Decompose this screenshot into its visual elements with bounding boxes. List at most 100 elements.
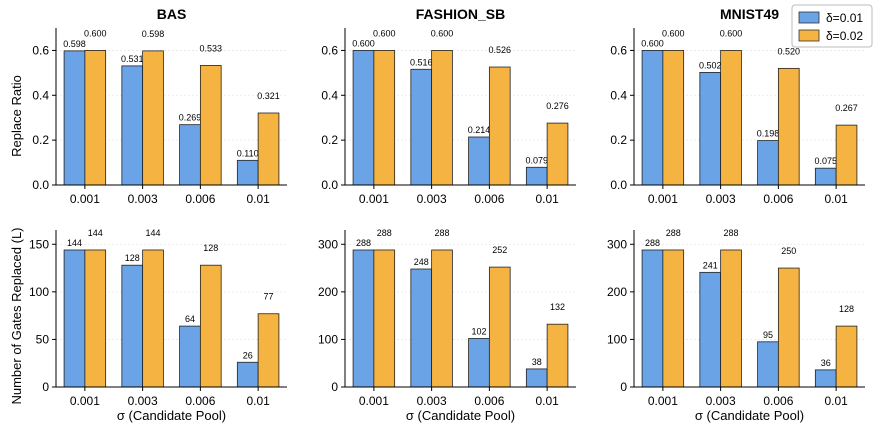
x-tick-label: 0.003 (417, 394, 447, 408)
bar-0-02-0.003 (142, 50, 164, 186)
y-tick-label: 0.2 (32, 133, 49, 147)
x-axis-label: σ (Candidate Pool) (695, 408, 804, 423)
bar-0-01-0.001 (63, 249, 86, 388)
bar-0-02-0.001 (662, 249, 685, 388)
bar-0-02-0.01 (835, 124, 858, 186)
x-tick-label: 0.001 (70, 192, 100, 206)
bar-0-02-0.006 (199, 264, 222, 388)
x-tick-label: 0.001 (648, 192, 678, 206)
bar-0-02-0.01 (257, 112, 280, 186)
data-label-0-01-0.003: 0.502 (699, 60, 722, 70)
data-label-0-01-0.003: 241 (703, 260, 718, 270)
data-label-0-01-0.001: 288 (356, 238, 371, 248)
data-label-0-01-0.001: 0.600 (641, 38, 664, 48)
data-label-0-01-0.01: 26 (243, 350, 253, 360)
x-tick-label: 0.01 (535, 394, 559, 408)
x-tick-label: 0.01 (824, 394, 848, 408)
y-tick-label: 0.4 (321, 88, 338, 102)
bar-0-02-0.01 (546, 323, 569, 388)
data-label-0-01-0.003: 128 (125, 253, 140, 263)
y-tick-label: 200 (607, 285, 627, 299)
data-label-0-02-0.006: 250 (781, 246, 796, 256)
x-tick-label: 0.003 (706, 394, 736, 408)
data-label-0-01-0.006: 0.269 (179, 113, 202, 123)
bar-0-01-0.001 (641, 50, 664, 186)
bar-0-01-0.01 (814, 167, 837, 186)
bar-0-01-0.006 (179, 325, 201, 388)
bar-0-01-0.001 (352, 249, 375, 388)
bar-0-02-0.001 (373, 50, 396, 186)
y-tick-label: 0.4 (32, 88, 49, 102)
panel-1-0: 144 128 64 26 144 144 128 77 0 50 100 150 0.001 0.003… (29, 228, 287, 423)
y-tick-label: 0.0 (32, 178, 49, 192)
row1-ylabel: Number of Gates Replaced (L) (9, 227, 24, 404)
data-label-0-01-0.006: 102 (471, 326, 486, 336)
bar-0-02-0.001 (84, 50, 107, 186)
bar-0-02-0.006 (488, 266, 511, 388)
bar-0-01-0.006 (179, 124, 201, 186)
data-label-0-01-0.01: 0.110 (237, 148, 259, 158)
bar-0-02-0.003 (720, 249, 742, 388)
y-tick-label: 150 (29, 237, 49, 251)
y-tick-label: 0.2 (321, 133, 338, 147)
bar-0-01-0.006 (468, 136, 490, 186)
panel-1-2: 288 241 95 36 288 288 250 128 0 100 200 300 0.001 0.0… (607, 228, 865, 423)
data-label-0-02-0.01: 128 (839, 304, 854, 314)
x-tick-label: 0.001 (648, 394, 678, 408)
x-tick-label: 0.003 (417, 192, 447, 206)
data-label-0-02-0.006: 0.533 (200, 43, 223, 53)
y-tick-label: 300 (318, 237, 338, 251)
data-label-0-01-0.01: 36 (821, 358, 831, 368)
data-label-0-02-0.003: 0.598 (142, 29, 165, 39)
x-tick-label: 0.006 (474, 394, 504, 408)
y-tick-label: 100 (29, 285, 49, 299)
bar-0-01-0.006 (757, 140, 779, 186)
x-tick-label: 0.01 (246, 394, 270, 408)
data-label-0-01-0.006: 95 (763, 330, 773, 340)
bar-0-01-0.003 (410, 68, 433, 186)
data-label-0-02-0.001: 0.600 (662, 28, 685, 38)
x-axis-label: σ (Candidate Pool) (117, 408, 226, 423)
data-label-0-02-0.003: 0.600 (720, 28, 743, 38)
bar-0-02-0.006 (199, 65, 222, 186)
bar-0-02-0.01 (835, 325, 858, 388)
bar-0-02-0.003 (720, 50, 742, 186)
y-tick-label: 0.6 (321, 43, 338, 57)
bar-0-02-0.006 (488, 66, 511, 186)
data-label-0-01-0.01: 38 (532, 357, 542, 367)
legend-swatch-delta-001 (798, 11, 820, 24)
y-tick-label: 0.2 (610, 133, 627, 147)
bar-0-02-0.01 (257, 313, 280, 388)
y-tick-label: 0 (620, 380, 627, 394)
data-label-0-02-0.01: 132 (550, 302, 565, 312)
data-label-0-01-0.003: 0.516 (410, 57, 433, 67)
y-tick-label: 0.0 (321, 178, 338, 192)
y-tick-label: 0.4 (610, 88, 627, 102)
bar-0-01-0.006 (757, 341, 779, 388)
legend-label-delta-002: δ=0.02 (826, 29, 863, 43)
panel-title: FASHION_SB (416, 6, 505, 22)
x-tick-label: 0.01 (824, 192, 848, 206)
data-label-0-02-0.003: 288 (435, 228, 450, 238)
bar-0-01-0.003 (121, 65, 144, 186)
data-label-0-01-0.006: 0.198 (757, 129, 780, 139)
bar-0-01-0.001 (63, 50, 86, 186)
y-tick-label: 0.0 (610, 178, 627, 192)
bar-0-02-0.003 (142, 249, 164, 388)
bar-0-01-0.006 (468, 338, 490, 388)
x-axis-label: σ (Candidate Pool) (406, 408, 515, 423)
x-tick-label: 0.01 (535, 192, 559, 206)
data-label-0-02-0.006: 0.526 (489, 45, 512, 55)
panel-1-1: 288 248 102 38 288 288 252 132 0 100 200 300 0.001 0.… (318, 228, 576, 423)
data-label-0-02-0.001: 144 (88, 228, 103, 238)
bar-0-02-0.001 (84, 249, 107, 388)
panel-title: BAS (157, 6, 187, 22)
data-label-0-01-0.001: 288 (645, 238, 660, 248)
data-label-0-01-0.001: 0.598 (63, 39, 86, 49)
data-label-0-02-0.006: 128 (203, 243, 218, 253)
bar-0-02-0.003 (431, 50, 453, 186)
x-tick-label: 0.003 (128, 192, 158, 206)
data-label-0-02-0.006: 252 (492, 245, 507, 255)
y-tick-label: 100 (318, 332, 338, 346)
